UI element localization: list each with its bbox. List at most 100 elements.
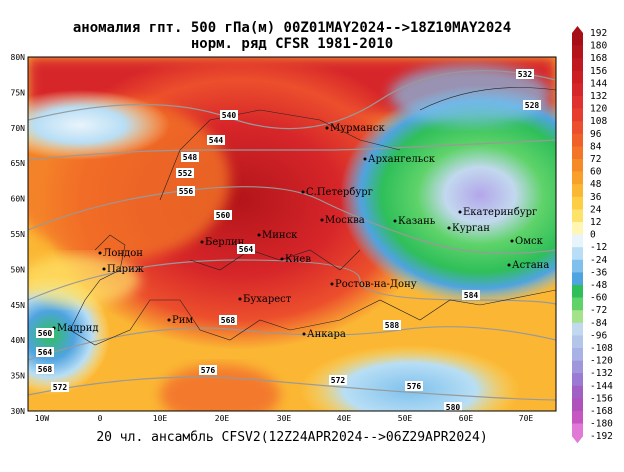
city-dot <box>458 210 462 214</box>
colorbar-swatch <box>572 310 583 324</box>
contour-label-box <box>329 375 347 385</box>
colorbar-swatch <box>572 70 583 84</box>
contour-label: 572 <box>53 383 68 392</box>
colorbar-label: -72 <box>590 305 607 316</box>
colorbar-swatch <box>572 335 583 349</box>
colorbar-label: 12 <box>590 217 601 228</box>
colorbar-swatch <box>572 234 583 248</box>
contour-label: 532 <box>518 70 533 79</box>
colorbar-swatch <box>572 121 583 135</box>
city-name: Минск <box>262 230 298 241</box>
city-dot <box>330 282 334 286</box>
contour-label-box <box>516 69 534 79</box>
contour-label: 556 <box>179 187 194 196</box>
colorbar-swatch <box>572 285 583 298</box>
city-dot <box>280 257 284 261</box>
colorbar-swatch <box>572 398 583 412</box>
colorbar-label: 96 <box>590 129 602 140</box>
lat-label: 80N <box>11 53 26 62</box>
contour-label: 576 <box>407 382 422 391</box>
city-name: Ростов-на-Дону <box>335 279 417 290</box>
colorbar-swatch <box>572 83 583 97</box>
colorbar-swatch <box>572 348 583 361</box>
colorbar-label: 60 <box>590 167 602 178</box>
subtitle: норм. ряд CFSR 1981-2010 <box>191 36 393 52</box>
lon-label: 10W <box>35 414 50 423</box>
colorbar-swatch <box>572 360 583 374</box>
colorbar-swatch <box>572 385 583 399</box>
lon-label: 70E <box>519 414 534 423</box>
colorbar-label: 36 <box>590 192 602 203</box>
contour-label-box <box>444 402 462 411</box>
colorbar-swatch <box>572 58 583 72</box>
city-name: Лондон <box>103 248 143 259</box>
city-dot <box>301 190 305 194</box>
contour-label: 544 <box>209 136 224 145</box>
city-name: Казань <box>398 216 436 227</box>
colorbar-cap-top <box>572 26 583 33</box>
colorbar-label: -24 <box>590 255 607 266</box>
footer: 20 чл. ансамбль CFSV2(12Z24APR2024-->06Z… <box>96 430 487 445</box>
colorbar-label: -168 <box>590 406 613 417</box>
colorbar-label: 180 <box>590 41 607 52</box>
contour-label-box <box>36 364 54 374</box>
contour-label-box <box>383 320 401 330</box>
city-dot <box>200 240 204 244</box>
lon-label: 30E <box>277 414 292 423</box>
contour-label-box <box>51 382 69 392</box>
contour-label-box <box>220 110 238 120</box>
city-name: Бухарест <box>243 294 292 305</box>
city-name: Омск <box>515 236 544 247</box>
colorbar-swatch <box>572 247 583 261</box>
contour-label: 548 <box>183 153 198 162</box>
city-name: Киев <box>285 254 311 265</box>
colorbar-swatch <box>572 411 583 424</box>
colorbar-label: -156 <box>590 393 613 404</box>
city-name: Мадрид <box>57 323 99 334</box>
colorbar-label: -48 <box>590 280 607 291</box>
contour-label-box <box>181 152 199 162</box>
city-dot <box>325 126 329 130</box>
contour-label-box <box>214 210 232 220</box>
city-name: Рим <box>172 315 193 326</box>
colorbar-label: -96 <box>590 330 607 341</box>
lon-label: 20E <box>215 414 230 423</box>
city-name: С.Петербург <box>306 187 373 198</box>
colorbar-swatch <box>572 209 583 223</box>
colorbar-swatch <box>572 184 583 198</box>
map-frame <box>27 56 557 412</box>
colorbar-swatch <box>572 171 583 185</box>
contour-label: 572 <box>331 376 346 385</box>
city-dot <box>507 263 511 267</box>
colorbar-label: 72 <box>590 154 601 165</box>
city-dot <box>98 251 102 255</box>
contour-label: 584 <box>464 291 479 300</box>
title: аномалия гпт. 500 гПа(м) 00Z01MAY2024-->… <box>73 20 511 36</box>
colorbar-label: 120 <box>590 104 607 115</box>
colorbar-label: -180 <box>590 419 613 430</box>
city-name: Берлин <box>205 237 245 248</box>
colorbar-label: -36 <box>590 267 607 278</box>
colorbar-swatch <box>572 423 583 437</box>
city-name: Париж <box>107 264 145 275</box>
colorbar-label: -60 <box>590 293 607 304</box>
colorbar-swatch <box>572 133 583 147</box>
colorbar-swatch <box>572 322 583 336</box>
lon-label: 60E <box>459 414 474 423</box>
colorbar-label: 24 <box>590 204 602 215</box>
city-layer: Мурманск Архангельск С.Петербург Москва Каза… <box>52 123 549 340</box>
colorbar-label: -120 <box>590 356 613 367</box>
colorbar-label: 0 <box>590 230 596 241</box>
city-dot <box>393 219 397 223</box>
contour-label-box <box>176 168 194 178</box>
colorbar-label: 132 <box>590 91 607 102</box>
colorbar-label: 48 <box>590 179 602 190</box>
city-dot <box>302 332 306 336</box>
colorbar-label: -192 <box>590 431 613 442</box>
contour-label: 580 <box>446 403 461 412</box>
contour-label: 568 <box>221 316 236 325</box>
contour-label: 568 <box>38 365 53 374</box>
lat-label: 75N <box>11 88 26 97</box>
contour-label-box <box>523 100 541 110</box>
